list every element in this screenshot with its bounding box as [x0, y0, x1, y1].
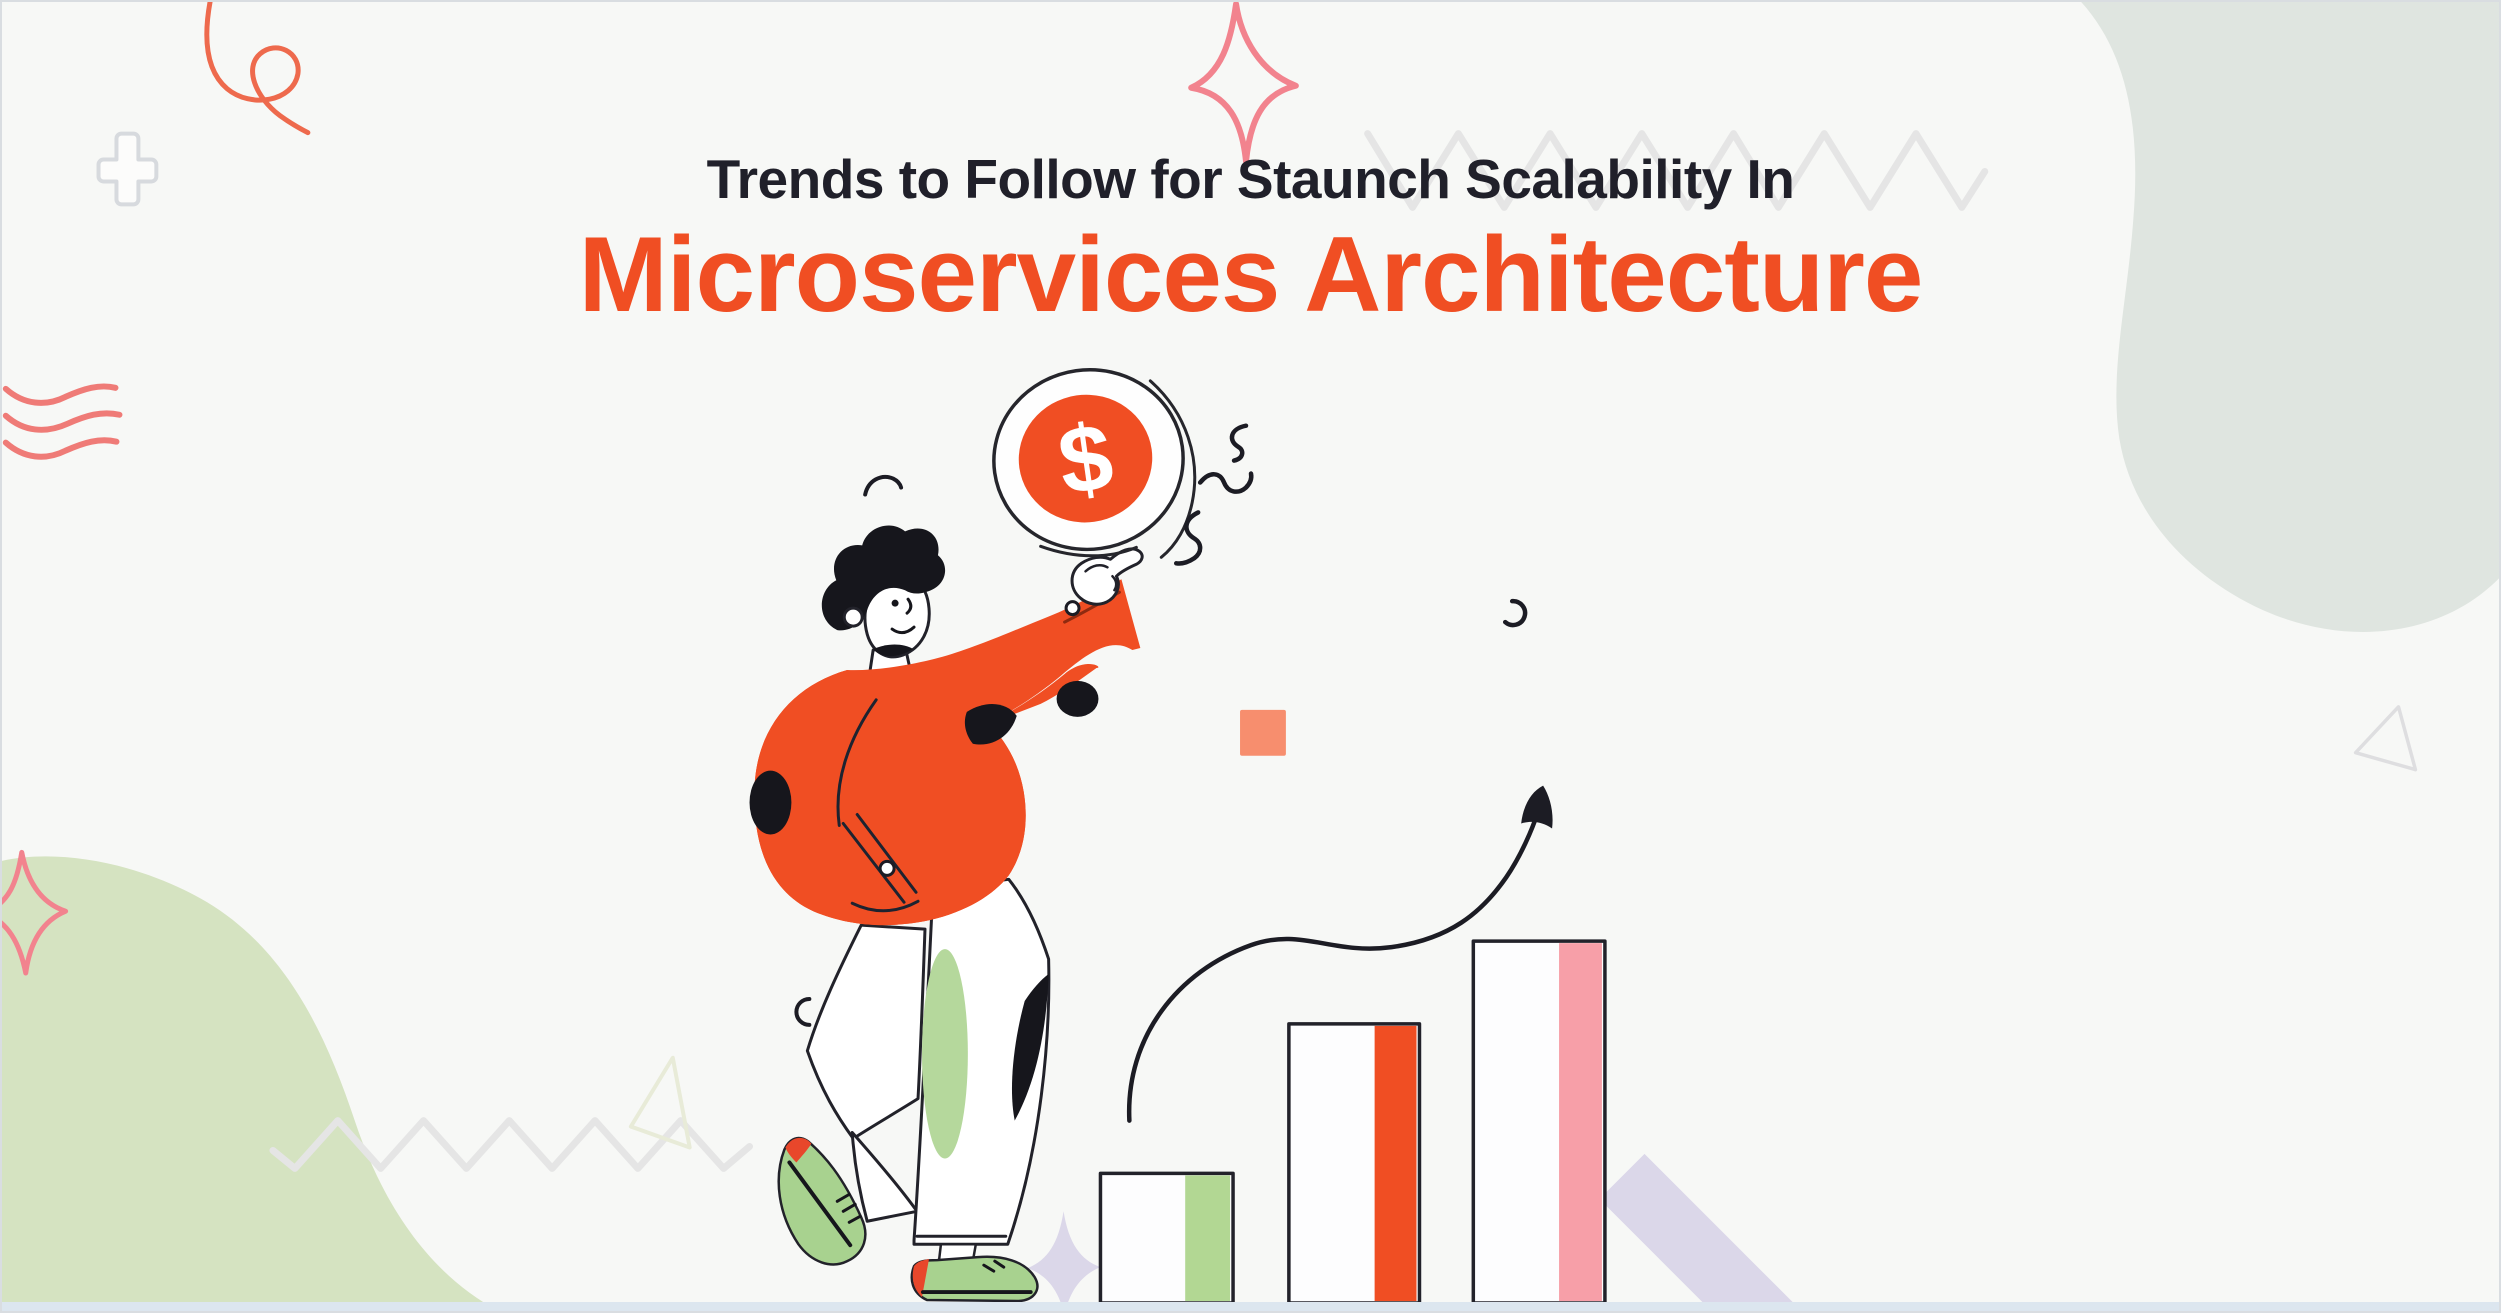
sweater-fold-line: [836, 698, 878, 827]
blob-bottom-left: [2, 856, 499, 1311]
person-pant-crease: [1011, 974, 1049, 1121]
banner-title: Microservices Architecture: [578, 214, 1924, 334]
plant-leaf: [922, 949, 968, 1159]
person-eye: [891, 599, 899, 607]
headline-block: Trends to Follow for Staunch Scalability…: [2, 152, 2499, 328]
growth-bar-chart: [1098, 785, 1607, 1305]
coin-rim: [1148, 379, 1197, 559]
frame-bottom-strip: [2, 1302, 2499, 1311]
sparkle-icon-bottom: [1027, 1211, 1101, 1311]
sweater-cuff-button: [1064, 600, 1081, 617]
sweater-elbow-spot: [1056, 680, 1099, 717]
coin-rim-bottom: [1039, 544, 1138, 558]
bar-2: [1287, 1022, 1422, 1305]
person-nose: [905, 597, 913, 615]
arc-circle-icon-leg: [794, 996, 812, 1027]
person-hand-lines: [1084, 563, 1118, 592]
person-left-thigh: [805, 923, 927, 1141]
person-illustration: [749, 525, 1144, 1303]
triangle-icon-left: [628, 1055, 692, 1150]
sweater-pocket-button: [878, 859, 896, 877]
arc-circle-icon-right: [1502, 598, 1528, 628]
bar-1: [1098, 1171, 1235, 1305]
person-hair: [821, 525, 946, 631]
decorations: [2, 2, 2418, 1311]
plus-icon: [96, 131, 159, 207]
person-mouth: [890, 625, 916, 635]
person-chin-shadow: [873, 644, 914, 657]
coin-sparkle-squiggles: [1173, 423, 1254, 566]
person-right-shoe: [910, 1255, 1039, 1303]
sweater-hem-line: [850, 899, 920, 913]
person-left-shoe: [777, 1136, 867, 1266]
wavy-lines-icon: [2, 383, 123, 460]
person-pant-flap: [850, 1131, 919, 1223]
dollar-coin: $: [992, 368, 1254, 566]
bar-3: [1471, 939, 1607, 1305]
sparkle-icon-top: [1188, 2, 1299, 165]
person-sweater-main: [754, 579, 1141, 926]
sweater-pocket-lines: [841, 813, 918, 904]
sweater-armpit-spot: [964, 703, 1017, 745]
coin-inner: [1018, 394, 1153, 523]
squiggle-loop-icon: [204, 2, 311, 136]
triangle-icon-right: [2353, 705, 2418, 772]
zigzag-line-top-icon: [1364, 130, 1989, 211]
zigzag-line-bottom-icon: [269, 1117, 754, 1172]
person-brow: [885, 583, 904, 589]
sparkle-icon-left: [2, 849, 69, 976]
person-ear: [842, 606, 864, 628]
growth-arrow-icon: [1127, 785, 1553, 1123]
sweater-side-spot: [749, 770, 792, 835]
person-hand: [1070, 547, 1144, 606]
blob-top-right: [2081, 2, 2499, 632]
square-icon: [1240, 709, 1286, 756]
ribbon-shape: [1599, 1153, 1828, 1311]
arc-circle-icon-head: [863, 474, 904, 497]
banner-subtitle: Trends to Follow for Staunch Scalability…: [706, 148, 1795, 210]
